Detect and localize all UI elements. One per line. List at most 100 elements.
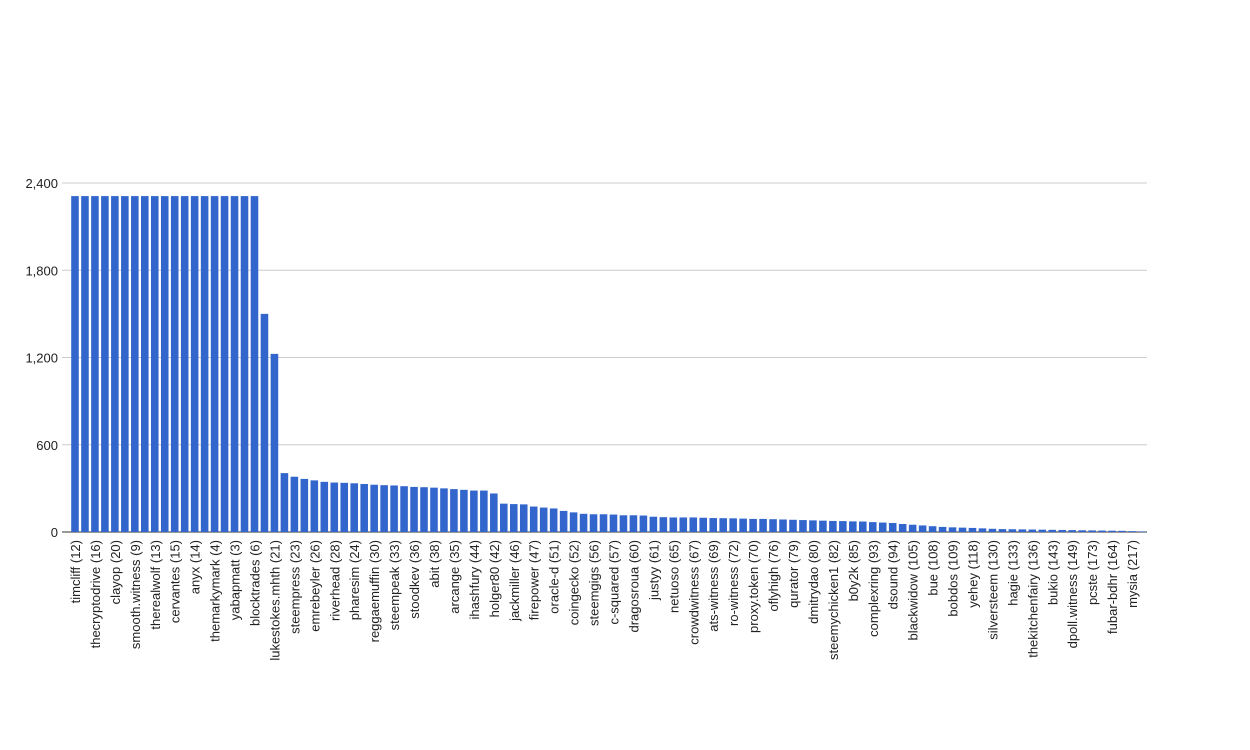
- bar: [360, 484, 368, 532]
- x-tick-label: steempress (23): [287, 540, 302, 634]
- bar: [330, 482, 339, 532]
- bar: [1068, 530, 1076, 532]
- bar: [290, 476, 299, 532]
- bar: [490, 493, 498, 532]
- bar: [789, 519, 797, 532]
- bar: [759, 518, 767, 532]
- x-tick-label: coingecko (52): [567, 540, 582, 625]
- bar: [1128, 531, 1136, 532]
- x-tick-label: fubar-bdhr (164): [1105, 540, 1120, 634]
- bar: [1038, 529, 1047, 532]
- bar: [679, 517, 688, 532]
- bar: [629, 515, 638, 532]
- bar: [609, 514, 618, 532]
- x-tick-label: arcange (35): [447, 540, 462, 614]
- x-tick-label: steempeak (33): [387, 540, 402, 630]
- bar: [859, 521, 867, 532]
- bar: [549, 508, 558, 532]
- bar: [190, 196, 199, 532]
- bar: [270, 353, 279, 532]
- x-tick-label: themarkymark (4): [208, 540, 223, 642]
- bar: [868, 522, 877, 532]
- x-tick-label: therealwolf (13): [148, 540, 163, 630]
- bar: [460, 489, 468, 532]
- bar: [91, 196, 99, 532]
- x-tick-label: anyx (14): [188, 540, 203, 594]
- x-tick-label: justyy (61): [646, 540, 661, 601]
- bar: [529, 506, 538, 532]
- x-tick-label: dragosroua (60): [626, 540, 641, 633]
- x-tick-label: lukestokes.mhth (21): [267, 540, 282, 661]
- x-tick-label: dmitrydao (80): [806, 540, 821, 624]
- bar: [888, 522, 897, 532]
- y-tick-label: 600: [36, 438, 58, 453]
- x-tick-label: proxy.token (70): [746, 540, 761, 633]
- x-tick-label: stoodkev (36): [407, 540, 422, 619]
- bar: [649, 516, 658, 532]
- bar: [749, 518, 757, 532]
- bar: [739, 518, 747, 532]
- x-tick-label: complexring (93): [866, 540, 881, 637]
- bar: [1028, 529, 1037, 532]
- x-tick-label: jackmiller (46): [507, 540, 522, 622]
- x-tick-label: reggaemuffin (30): [367, 540, 382, 642]
- bar: [918, 525, 927, 532]
- bar: [350, 483, 358, 532]
- bar: [410, 486, 418, 532]
- bar: [799, 520, 807, 532]
- bar: [1018, 529, 1027, 532]
- bar: [898, 524, 907, 532]
- bar: [958, 527, 967, 532]
- bar: [779, 519, 787, 532]
- x-tick-label: netuoso (65): [666, 540, 681, 613]
- x-tick-label: clayop (20): [108, 540, 123, 604]
- bar: [988, 528, 997, 532]
- bar: [420, 487, 428, 532]
- bar: [1048, 529, 1057, 532]
- x-tick-label: bobdos (109): [946, 540, 961, 617]
- x-tick-label: pharesim (24): [347, 540, 362, 620]
- bar: [928, 526, 937, 532]
- bar: [948, 527, 957, 532]
- bar: [849, 521, 857, 532]
- bar: [1088, 530, 1096, 532]
- bar: [1098, 530, 1106, 532]
- x-tick-label: timcliff (12): [68, 540, 83, 603]
- x-tick-label: steemychicken1 (82): [826, 540, 841, 660]
- x-tick-label: thekitchenfairy (136): [1025, 540, 1040, 658]
- bar: [689, 517, 698, 532]
- bar: [150, 196, 159, 532]
- bar: [1058, 529, 1067, 532]
- bar: [998, 529, 1007, 532]
- x-tick-label: steemgigs (56): [587, 540, 602, 626]
- bar: [539, 507, 548, 532]
- bar: [280, 473, 289, 532]
- bar: [659, 517, 668, 532]
- x-tick-label: emrebeyler (26): [307, 540, 322, 632]
- x-tick-label: holger80 (42): [487, 540, 502, 617]
- bar: [111, 196, 119, 532]
- bar: [180, 196, 189, 532]
- bar: [470, 490, 478, 532]
- bar: [669, 517, 678, 532]
- bar: [639, 515, 648, 532]
- x-tick-label: hagie (133): [1005, 540, 1020, 606]
- bar: [200, 196, 209, 532]
- x-tick-label: dpoll.witness (149): [1065, 540, 1080, 648]
- x-tick-label: thecryptodrive (16): [88, 540, 103, 648]
- bar: [569, 512, 578, 532]
- x-tick-label: ihashfury (44): [467, 540, 482, 619]
- x-tick-label: b0y2k (85): [846, 540, 861, 601]
- bar: [170, 196, 179, 532]
- bar: [370, 484, 378, 532]
- x-tick-label: bukio (143): [1045, 540, 1060, 605]
- x-tick-label: silversteem (130): [985, 540, 1000, 640]
- x-tick-label: yabapmatt (3): [228, 540, 243, 620]
- bar: [619, 515, 628, 532]
- bar: [978, 528, 987, 532]
- bar: [938, 526, 947, 532]
- x-tick-label: abit (38): [427, 540, 442, 588]
- bar: [699, 517, 708, 532]
- bar: [519, 504, 528, 532]
- bar: [599, 514, 608, 532]
